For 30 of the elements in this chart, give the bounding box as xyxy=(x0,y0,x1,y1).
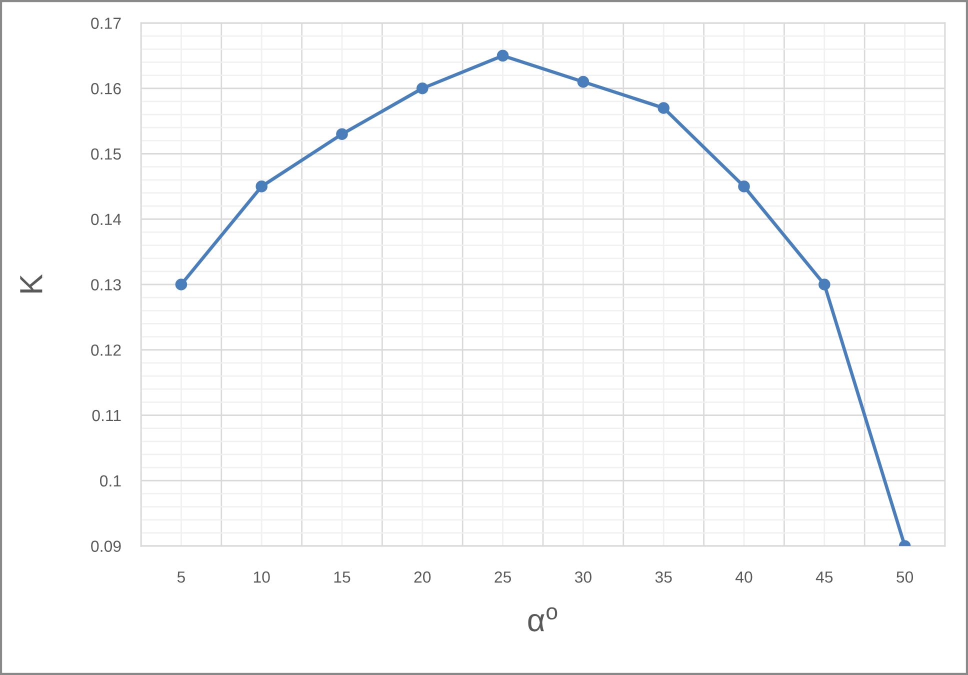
y-tick-label: 0.15 xyxy=(91,148,121,160)
x-tick-label: 50 xyxy=(896,571,914,583)
point xyxy=(256,180,268,192)
x-axis-title: α$^{o}$ xyxy=(528,607,558,632)
x-tick-label: 35 xyxy=(655,571,672,583)
y-tick-label: 0.16 xyxy=(91,83,121,94)
point xyxy=(416,82,428,94)
y-tick-label: 0.11 xyxy=(92,410,121,422)
x-tick-label: 5 xyxy=(177,572,185,583)
point xyxy=(496,50,509,62)
x-tick-label: 45 xyxy=(816,572,833,583)
point xyxy=(658,102,670,114)
y-tick-label: 0.09 xyxy=(91,540,121,552)
x-tick-label: 25 xyxy=(494,571,512,583)
point xyxy=(175,278,188,290)
y-tick-label: 0.13 xyxy=(91,279,121,290)
y-tick-label: 0.14 xyxy=(91,214,122,226)
x-tick-label: 15 xyxy=(334,572,350,583)
x-tick-label: 20 xyxy=(414,571,431,583)
point xyxy=(738,180,750,192)
x-tick-label: 10 xyxy=(254,571,270,583)
point xyxy=(577,76,590,88)
x-tick-label: 40 xyxy=(735,571,752,583)
y-tick-label: 0.1 xyxy=(100,475,121,487)
point xyxy=(818,278,830,290)
x-tick-label: 30 xyxy=(574,571,592,583)
point xyxy=(336,128,348,140)
y-tick-label: 0.12 xyxy=(91,344,121,356)
y-tick-label: 0.17 xyxy=(91,18,121,29)
y-axis-title: K xyxy=(20,274,42,293)
